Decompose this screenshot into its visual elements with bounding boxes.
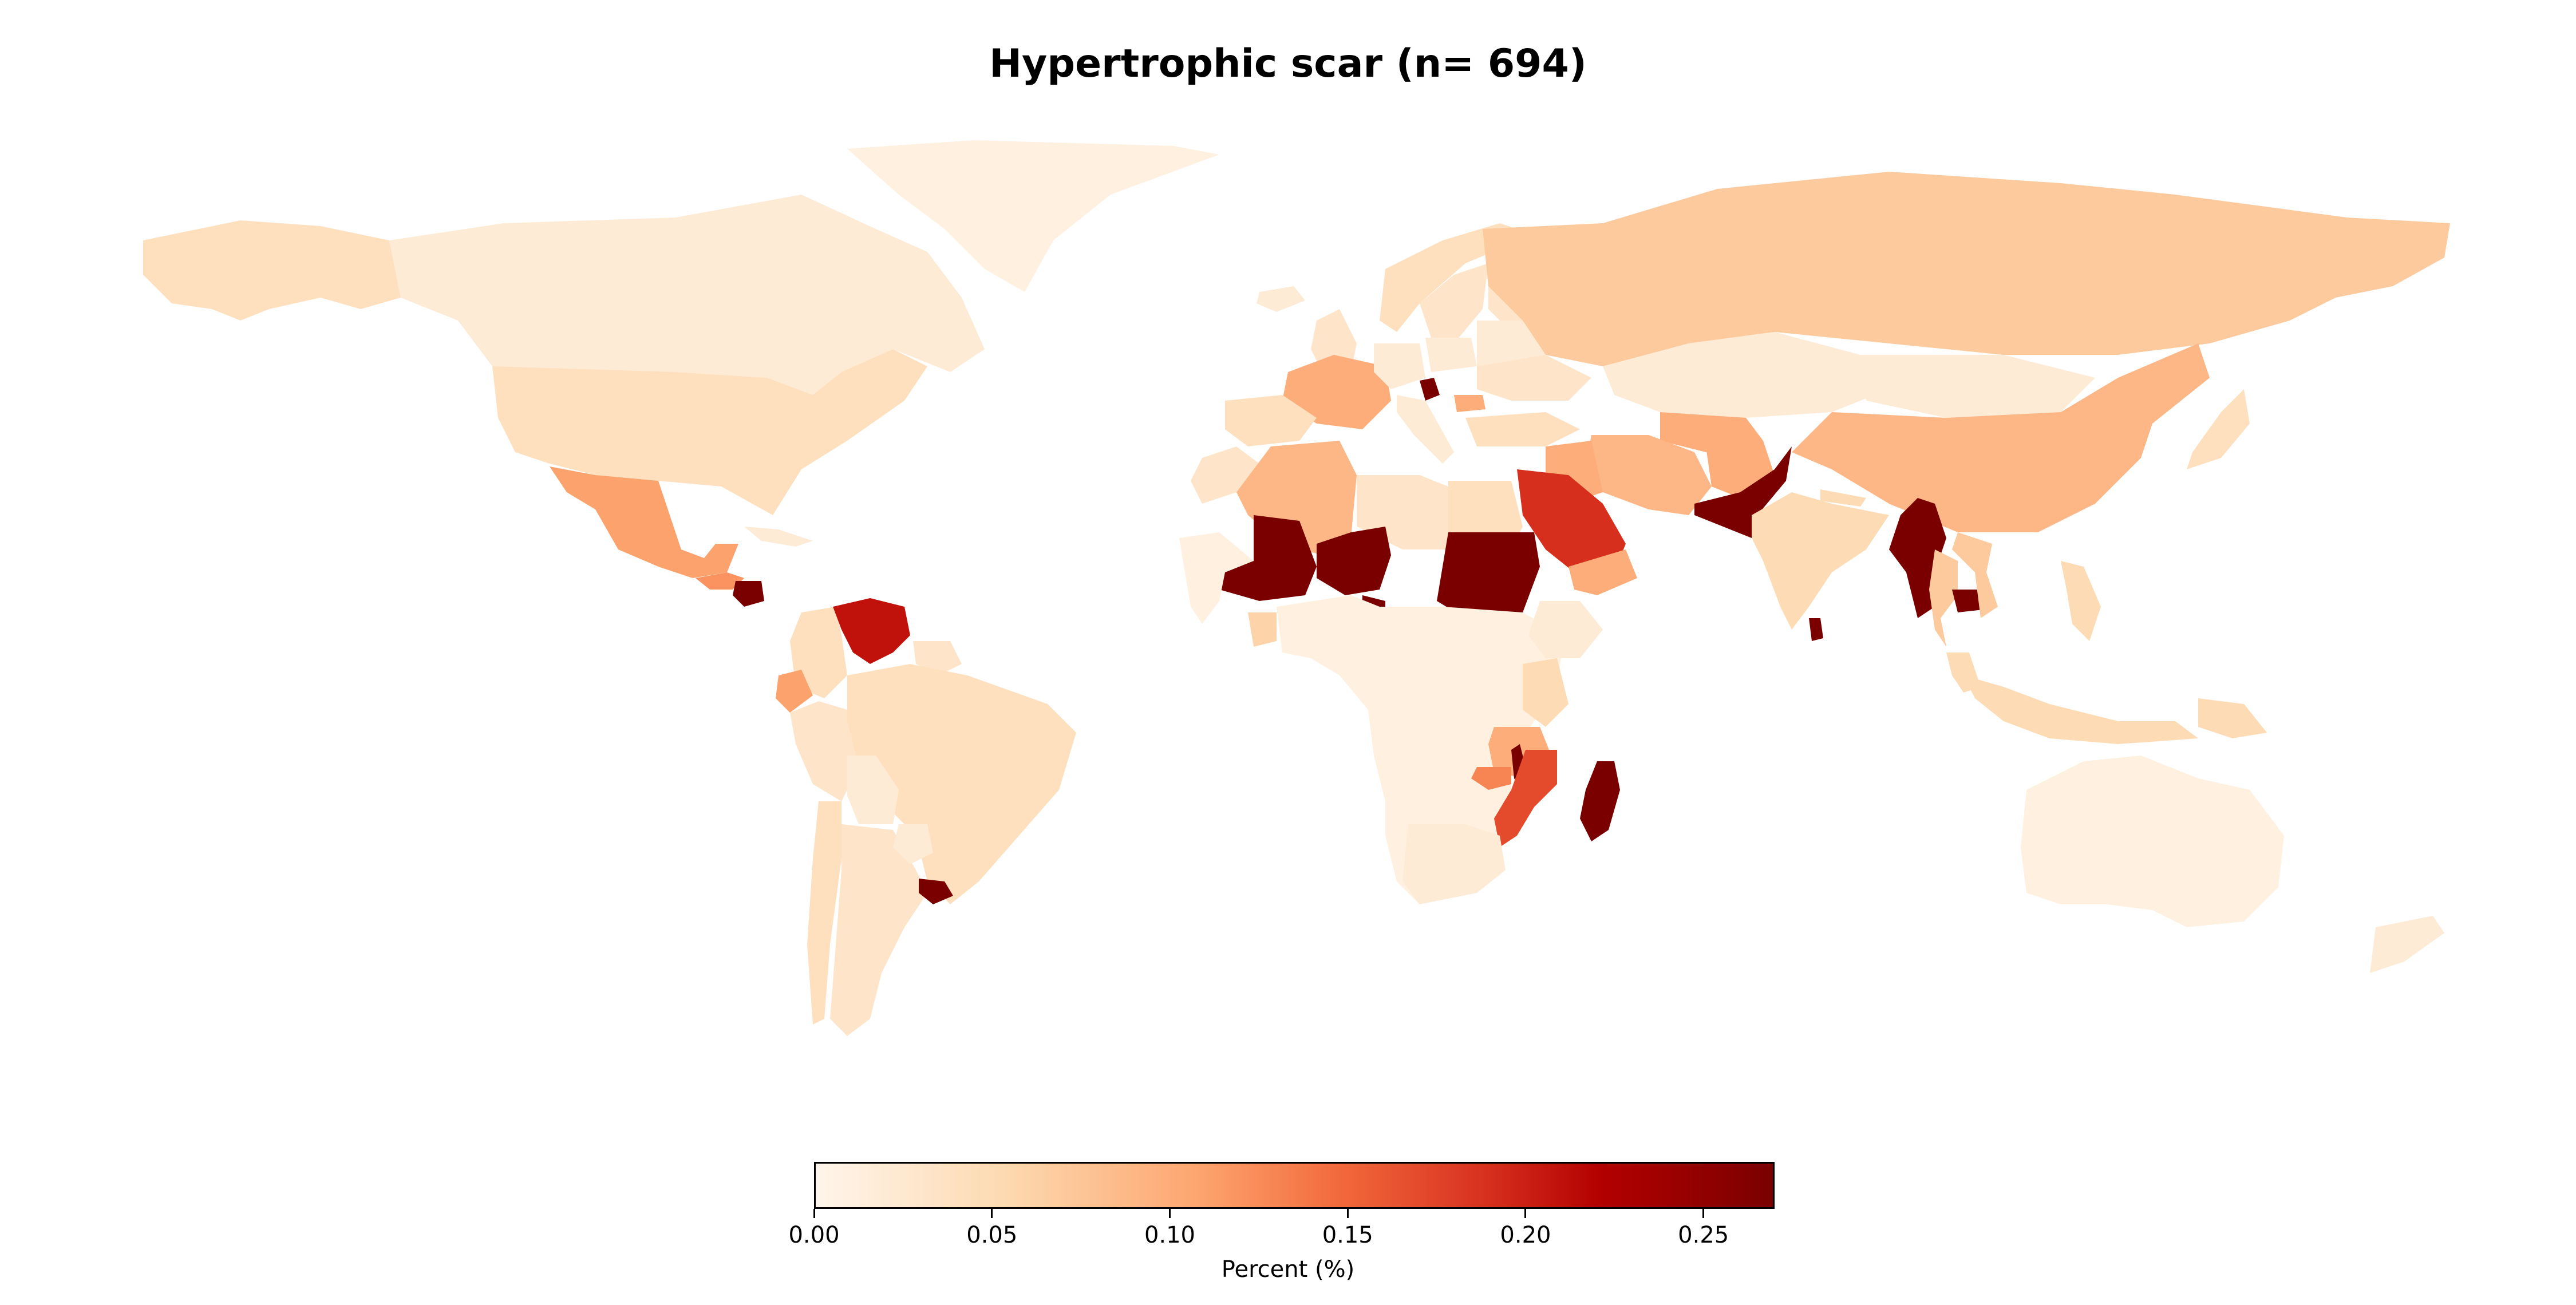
colorbar-tick-label: 0.05 <box>966 1222 1018 1248</box>
region-united-kingdom <box>1311 309 1357 372</box>
region-thailand <box>1929 549 1958 647</box>
region-sudan <box>1437 532 1540 618</box>
region-russia <box>1483 172 2450 366</box>
region-ethiopia <box>1528 601 1603 658</box>
region-cambodia <box>1952 590 1984 612</box>
region-brazil <box>847 664 1076 904</box>
region-vietnam <box>1952 532 1998 618</box>
colorbar-tick-mark <box>1168 1209 1171 1218</box>
colorbar-tick-label: 0.10 <box>1144 1222 1195 1248</box>
region-argentina <box>830 824 927 1036</box>
region-iran <box>1586 435 1712 515</box>
region-mozambique <box>1494 750 1557 847</box>
region-greenland <box>847 140 1219 292</box>
region-poland <box>1425 338 1477 372</box>
region-turkey <box>1465 412 1580 446</box>
region-sweden <box>1420 263 1488 343</box>
region-nepal <box>1820 489 1866 507</box>
region-pakistan <box>1694 446 1792 538</box>
region-germany <box>1374 343 1425 389</box>
region-australia <box>2021 756 2284 927</box>
region-honduras <box>733 581 764 607</box>
region-zambia <box>1471 767 1511 790</box>
region-italy <box>1397 395 1454 464</box>
region-saudi-arabia <box>1517 469 1626 572</box>
region-ecuador <box>776 670 813 713</box>
region-bolivia <box>847 756 899 824</box>
region-colombia <box>790 607 847 698</box>
region-guyana <box>913 641 962 675</box>
region-kenya <box>1523 658 1568 727</box>
colorbar-tick-mark <box>991 1209 993 1218</box>
region-france <box>1282 355 1391 429</box>
region-canada <box>389 195 985 395</box>
region-uruguay <box>919 879 953 904</box>
region-mali <box>1219 515 1317 601</box>
region-paraguay <box>893 824 933 864</box>
region-central-africa <box>1277 595 1563 904</box>
region-peru <box>790 701 859 801</box>
colorbar-tick-label: 0.15 <box>1322 1222 1373 1248</box>
region-madagascar <box>1580 761 1620 841</box>
region-philippines <box>2061 561 2101 641</box>
region-japan <box>2187 389 2250 469</box>
colorbar-tick-mark <box>813 1209 815 1218</box>
region-iceland <box>1257 286 1305 312</box>
region-united-states <box>492 349 927 515</box>
colorbar-tick-mark <box>1524 1209 1527 1218</box>
region-kazakhstan <box>1603 332 1889 418</box>
region-morocco <box>1191 446 1259 504</box>
region-bosnia-and-herzegovina <box>1420 378 1440 401</box>
chart-title: Hypertrophic scar (n= 694) <box>989 41 1587 86</box>
world-map <box>143 140 2450 1036</box>
colorbar-tick-mark <box>1702 1209 1705 1218</box>
colorbar <box>814 1162 1775 1209</box>
colorbar-label: Percent (%) <box>1221 1256 1355 1283</box>
region-china <box>1792 343 2210 532</box>
region-alaska <box>143 220 401 321</box>
colorbar-tick-label: 0.25 <box>1678 1222 1729 1248</box>
region-guatemala <box>696 572 744 590</box>
region-southern-africa <box>1402 824 1506 904</box>
region-bulgaria <box>1454 395 1485 412</box>
region-india <box>1752 492 1889 630</box>
region-niger <box>1317 527 1391 595</box>
region-spain <box>1225 395 1317 446</box>
region-sri-lanka <box>1809 618 1823 641</box>
region-papua-new-guinea <box>2198 698 2267 738</box>
region-new-zealand <box>2370 916 2444 973</box>
region-venezuela <box>833 598 910 664</box>
region-yemen <box>1568 549 1637 595</box>
region-indonesia <box>1963 675 2198 744</box>
colorbar-tick-label: 0.20 <box>1500 1222 1551 1248</box>
region-mexico <box>550 466 738 578</box>
region-ukraine <box>1477 355 1591 401</box>
region-mongolia <box>1860 355 2095 418</box>
colorbar-tick-mark <box>1346 1209 1349 1218</box>
region-uzbekistan <box>1660 412 1763 452</box>
region-chile <box>807 801 841 1025</box>
region-west-africa-coast <box>1179 532 1254 624</box>
region-ghana <box>1248 612 1277 647</box>
region-cuba <box>744 527 813 547</box>
colorbar-tick-label: 0.00 <box>788 1222 840 1248</box>
